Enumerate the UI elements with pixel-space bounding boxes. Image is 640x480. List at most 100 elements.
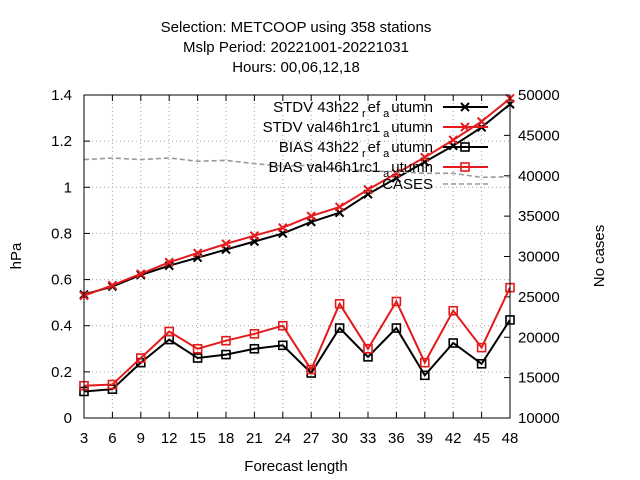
y2-tick-label: 20000 <box>518 329 560 346</box>
square-marker <box>460 162 470 172</box>
x-tick-label: 12 <box>161 430 178 447</box>
x-marker <box>334 202 345 212</box>
y2-tick-label: 15000 <box>518 370 560 387</box>
y2-tick-label: 50000 <box>518 87 560 104</box>
y-axis-ticks: 0 0.2 0.4 0.6 0.8 1 1.2 1.4 <box>51 87 90 427</box>
square-marker <box>221 349 231 360</box>
series-line <box>83 287 511 387</box>
square-marker <box>277 340 288 351</box>
square-marker <box>334 298 345 309</box>
y-tick-label: 1.4 <box>51 87 72 104</box>
legend-label-part: a <box>383 108 390 120</box>
x-tick-label: 36 <box>388 430 405 447</box>
y2-tick-label: 25000 <box>518 289 560 306</box>
legend-label-part: a <box>383 148 390 160</box>
y-tick-label: 0 <box>64 410 72 427</box>
y2-axis-label: No cases <box>591 225 608 288</box>
legend-entry-3: BIAS 43h22 r ef a utumn <box>279 139 488 160</box>
x-tick-label: 48 <box>502 430 519 447</box>
legend-label-part: BIAS 43h22 <box>279 139 359 156</box>
y2-tick-label: 40000 <box>518 168 560 185</box>
x-marker <box>249 231 260 241</box>
x-tick-label: 18 <box>218 430 235 447</box>
square-marker <box>192 343 203 354</box>
square-marker <box>476 358 487 369</box>
x-marker <box>460 102 470 112</box>
series-line <box>83 319 511 393</box>
x-tick-label: 33 <box>360 430 377 447</box>
square-marker <box>419 357 430 368</box>
x-tick-label: 3 <box>80 430 88 447</box>
series-line <box>83 97 511 297</box>
x-tick-label: 24 <box>274 430 291 447</box>
x-tick-label: 39 <box>416 430 433 447</box>
x-tick-label: 9 <box>137 430 145 447</box>
square-marker <box>107 379 118 390</box>
y2-axis-ticks: 10000 15000 20000 25000 30000 35000 40000 45000… <box>504 87 560 427</box>
y-tick-label: 1.2 <box>51 133 72 150</box>
x-marker <box>192 248 203 258</box>
y-tick-label: 0.6 <box>51 272 72 289</box>
x-marker <box>136 269 146 279</box>
x-tick-label: 30 <box>331 430 348 447</box>
square-marker <box>334 323 345 333</box>
x-marker <box>164 257 174 267</box>
legend-label-part: utumn <box>391 139 433 156</box>
square-marker <box>164 326 174 337</box>
x-marker <box>107 280 118 291</box>
square-marker <box>391 323 402 333</box>
square-marker <box>136 353 146 363</box>
x-tick-label: 42 <box>445 430 462 447</box>
x-marker <box>476 116 487 127</box>
y-tick-label: 0.4 <box>51 318 72 335</box>
title-line-2: Mslp Period: 20221001-20221031 <box>183 39 409 56</box>
x-marker <box>420 152 430 162</box>
x-tick-label: 45 <box>473 430 490 447</box>
legend-label-part: BIAS val46h1rc1 <box>268 159 380 176</box>
y-axis-label: hPa <box>8 242 25 269</box>
y-tick-label: 0.8 <box>51 225 72 242</box>
legend-entry-4: BIAS val46h1rc1 a utumn <box>268 159 488 180</box>
legend-label-part: CASES <box>382 176 433 193</box>
legend-label: STDV val46h1rc1 a utumn <box>263 119 433 140</box>
legend-label: CASES <box>382 176 433 193</box>
square-marker <box>192 353 203 363</box>
legend-label-part: ef <box>368 139 381 156</box>
title-line-3: Hours: 00,06,12,18 <box>232 59 360 76</box>
square-marker <box>277 320 288 331</box>
legend-label-part: r <box>362 108 366 120</box>
y2-tick-label: 30000 <box>518 249 560 266</box>
legend-label: STDV 43h22 r ef a utumn <box>273 99 433 120</box>
y2-tick-label: 45000 <box>518 127 560 144</box>
x-tick-label: 27 <box>303 430 320 447</box>
x-marker <box>391 168 402 179</box>
legend-label-part: r <box>362 148 366 160</box>
y-tick-label: 1 <box>64 179 72 196</box>
x-tick-label: 6 <box>108 430 116 447</box>
legend-label: BIAS val46h1rc1 a utumn <box>268 159 433 180</box>
title-line-1: Selection: METCOOP using 358 stations <box>161 19 432 36</box>
x-axis-ticks: 3 6 9 12 15 18 21 24 27 30 33 36 39 42 45 48 <box>80 95 519 447</box>
legend-label-part: a <box>383 168 390 180</box>
series-line <box>83 157 511 179</box>
x-marker <box>306 211 316 221</box>
square-marker <box>448 338 459 348</box>
square-marker <box>249 328 260 339</box>
x-tick-label: 21 <box>246 430 263 447</box>
square-marker <box>419 370 430 381</box>
series-4 <box>79 282 515 391</box>
square-marker <box>448 305 459 316</box>
plot-frame <box>83 94 511 419</box>
legend-label-part: ef <box>368 99 381 116</box>
legend-label: BIAS 43h22 r ef a utumn <box>279 139 433 160</box>
x-tick-label: 15 <box>189 430 206 447</box>
square-marker <box>249 343 260 354</box>
series-5 <box>83 157 511 179</box>
y-tick-label: 0.2 <box>51 364 72 381</box>
square-marker <box>391 296 402 307</box>
x-marker <box>460 122 470 132</box>
square-marker <box>476 342 487 353</box>
legend-label-part: utumn <box>391 99 433 116</box>
